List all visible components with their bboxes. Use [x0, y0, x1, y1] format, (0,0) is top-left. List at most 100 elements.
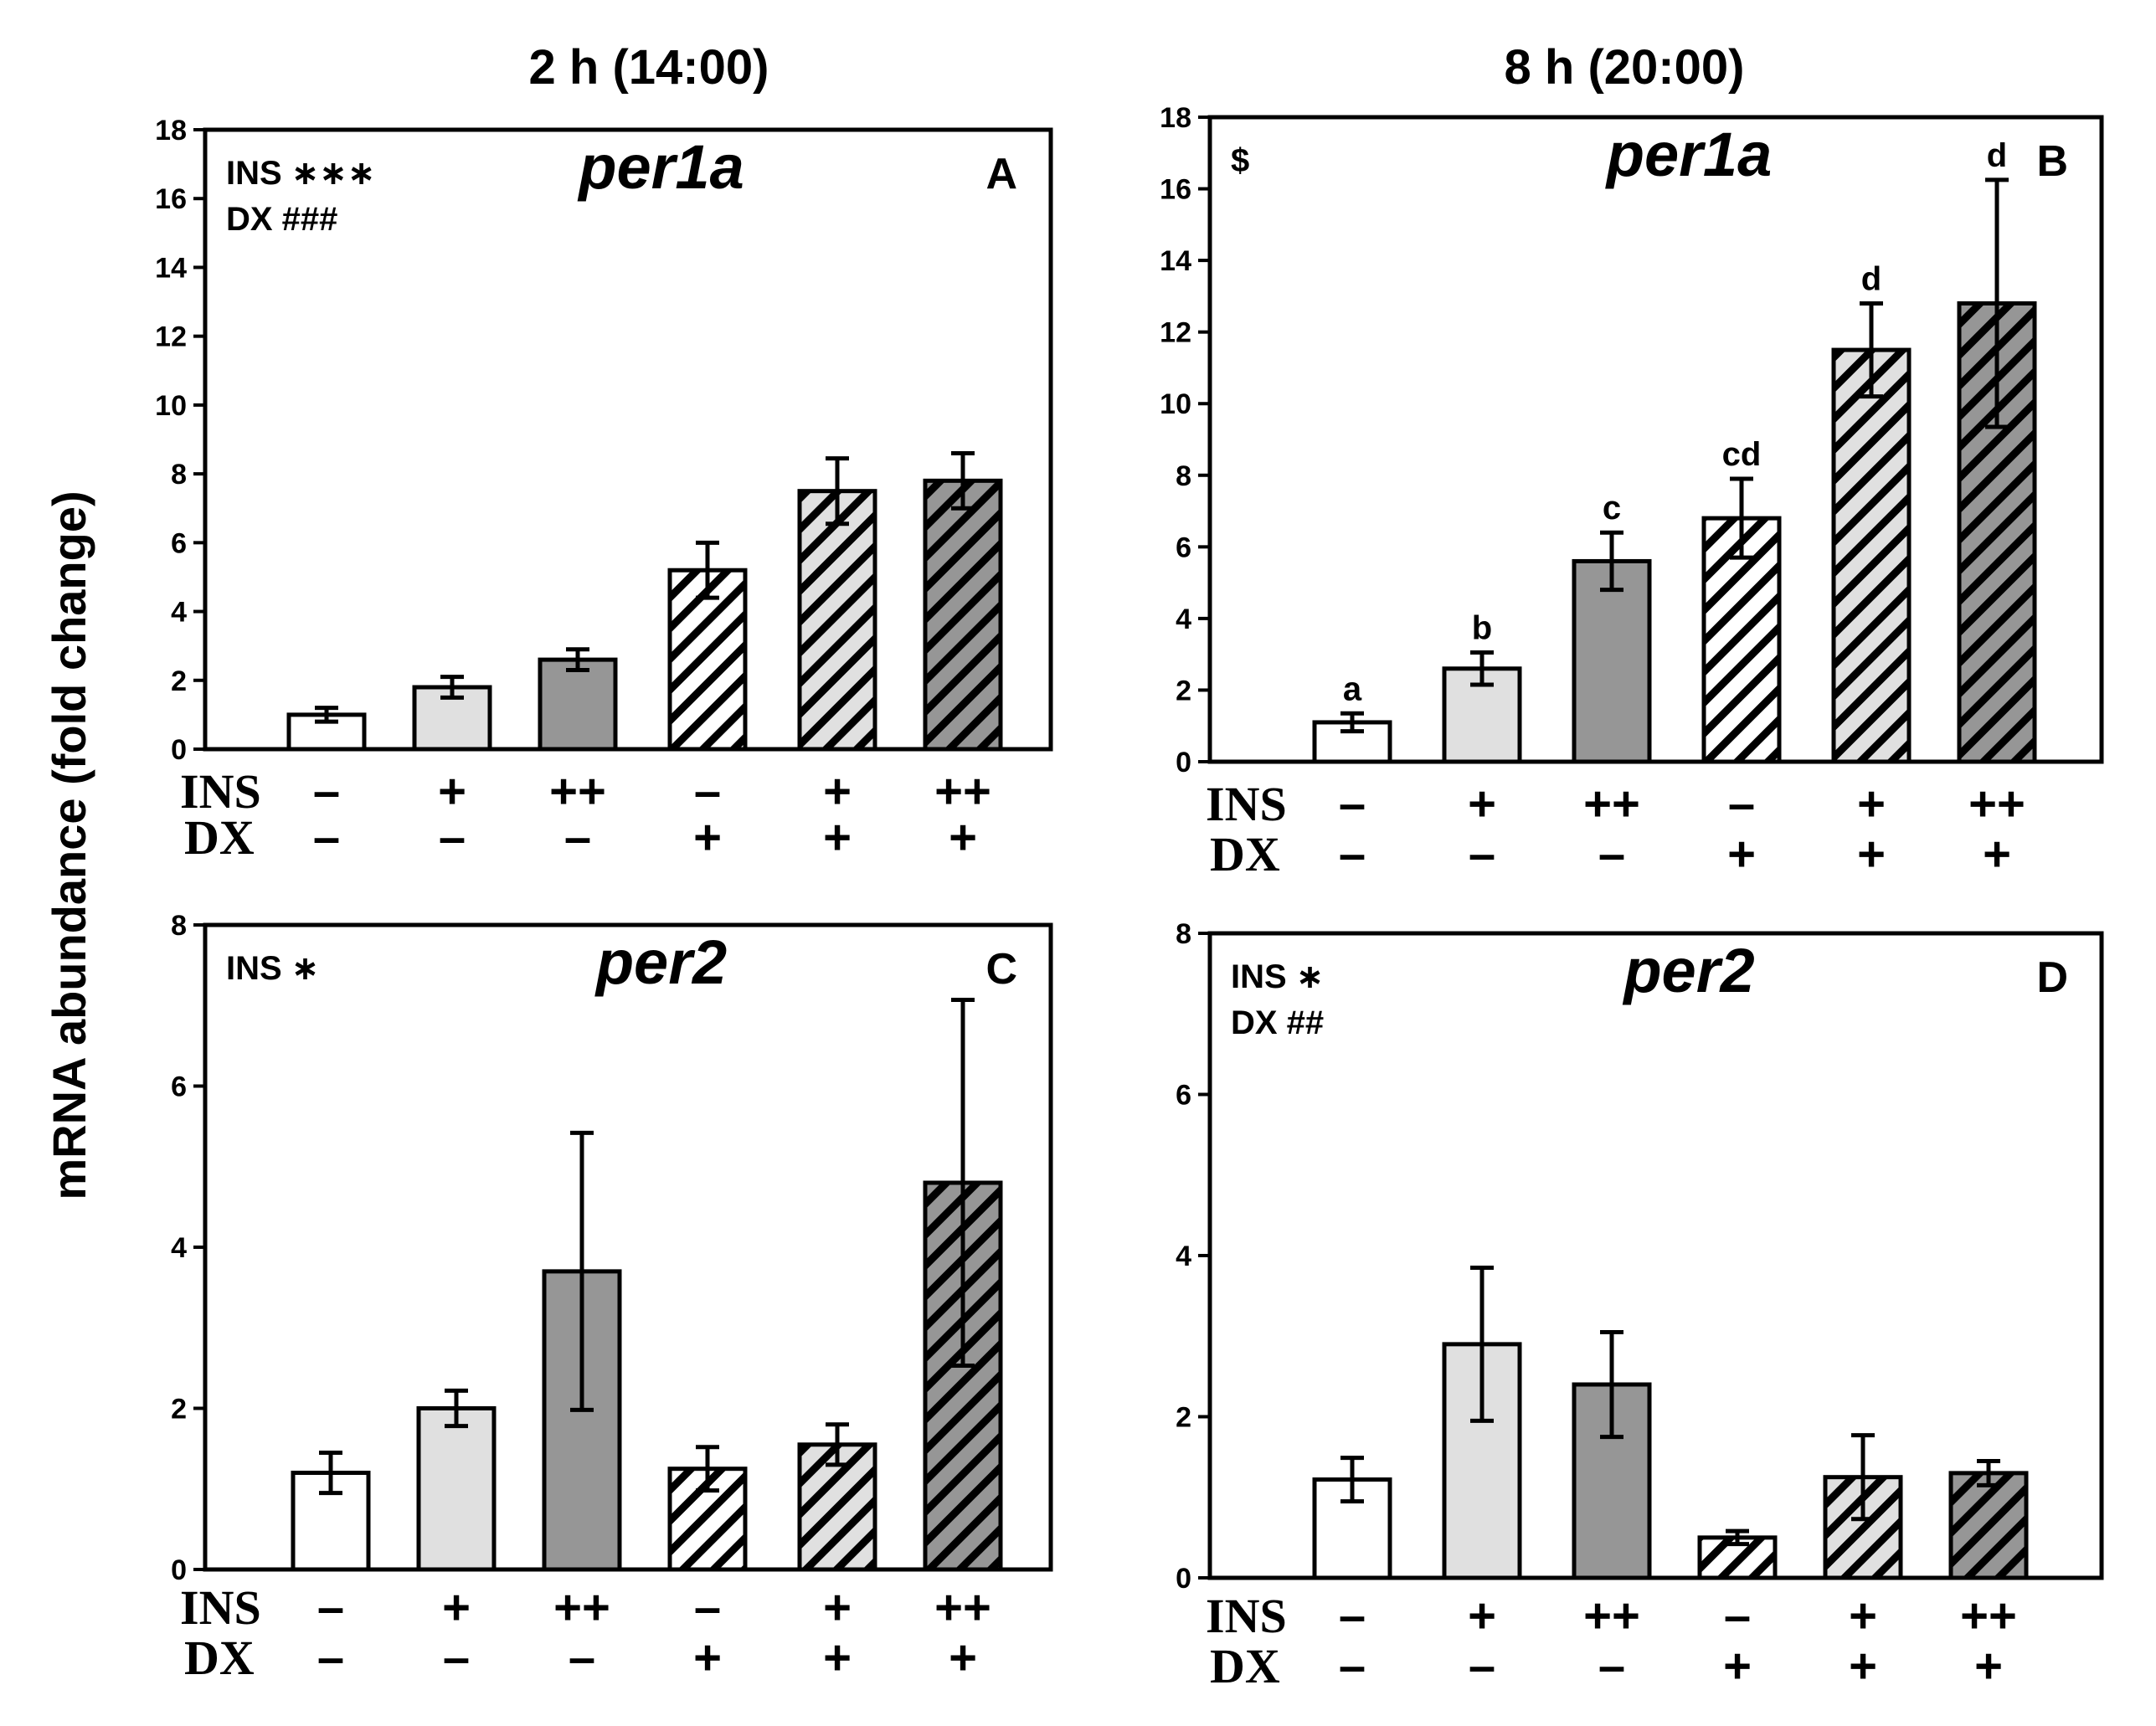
y-tick-label: 2 [171, 665, 187, 697]
dx-sign: – [564, 810, 591, 865]
significance-letter: a [1343, 670, 1362, 707]
ins-sign: + [438, 764, 466, 819]
y-tick-label: 16 [1160, 174, 1191, 206]
ins-sign: + [823, 1580, 852, 1635]
y-tick-label: 8 [1176, 918, 1191, 950]
panel-letter: C [985, 945, 1017, 994]
y-tick-label: 0 [1176, 747, 1191, 778]
y-tick-label: 8 [171, 910, 187, 942]
column-title-8h: 8 h (20:00) [1505, 40, 1745, 95]
y-axis-label: mRNA abundance (fold change) [43, 491, 95, 1199]
y-tick-label: 8 [171, 459, 187, 491]
ins-sign: + [442, 1580, 471, 1635]
dx-sign: – [317, 1631, 344, 1685]
y-tick-label: 4 [171, 597, 187, 629]
significance-letter: b [1472, 610, 1492, 647]
dx-sign: + [949, 810, 977, 865]
dx-sign: + [1974, 1639, 2003, 1693]
dx-sign: + [823, 810, 852, 865]
ins-sign: – [1728, 777, 1755, 831]
ins-sign: – [1339, 1589, 1366, 1643]
y-tick-label: 14 [1160, 245, 1191, 277]
ins-sign: ++ [1583, 1589, 1640, 1643]
bar [1948, 1471, 2029, 1580]
y-tick-label: 2 [1176, 675, 1191, 706]
ins-row-label: INS [180, 764, 261, 819]
dx-row-label: DX [184, 1631, 255, 1685]
dx-sign: – [443, 1631, 470, 1685]
dx-sign: + [1727, 827, 1756, 881]
dx-row-label: DX [1210, 827, 1280, 881]
bar [1312, 720, 1392, 764]
dx-sign: – [313, 810, 340, 865]
bar [797, 489, 877, 752]
bar [1572, 558, 1652, 764]
ins-sign: ++ [934, 1580, 991, 1635]
y-tick-label: 4 [1176, 604, 1191, 635]
ins-sign: – [694, 764, 721, 819]
dx-sign: + [693, 810, 722, 865]
column-title-2h: 2 h (14:00) [529, 40, 769, 95]
ins-sign: – [1339, 777, 1366, 831]
bar [923, 478, 1003, 752]
stats-annotation: INS ∗ [226, 950, 319, 987]
dx-sign: – [1469, 827, 1495, 881]
stats-annotation: INS ∗ [1231, 958, 1324, 995]
y-tick-label: 2 [171, 1394, 187, 1425]
dx-sign: + [1849, 1639, 1877, 1693]
dx-sign: + [823, 1631, 852, 1685]
gene-title: per1a [1605, 120, 1772, 189]
dx-sign: – [1339, 1639, 1366, 1693]
ins-sign: ++ [1583, 777, 1640, 831]
y-tick-label: 12 [155, 321, 187, 353]
y-tick-label: 18 [1160, 102, 1191, 134]
gene-title: per2 [1622, 936, 1754, 1005]
ins-sign: + [1468, 1589, 1496, 1643]
plot-frame [203, 127, 1053, 752]
y-tick-label: 10 [1160, 388, 1191, 420]
dx-sign: + [693, 1631, 722, 1685]
ins-sign: ++ [553, 1580, 610, 1635]
gene-title: per1a [577, 132, 744, 202]
panel-letter: A [985, 150, 1017, 198]
dx-sign: – [1469, 1639, 1495, 1693]
dx-sign: – [1598, 827, 1625, 881]
significance-letter: d [1861, 260, 1881, 297]
y-tick-label: 14 [155, 252, 187, 284]
dx-sign: – [1339, 827, 1366, 881]
stats-annotation: DX ### [226, 201, 337, 238]
ins-sign: + [823, 764, 852, 819]
ins-sign: + [1857, 777, 1886, 831]
y-tick-label: 12 [1160, 317, 1191, 349]
ins-sign: – [313, 764, 340, 819]
ins-sign: ++ [1960, 1589, 2017, 1643]
ins-row-label: INS [1206, 1589, 1287, 1643]
y-tick-label: 2 [1176, 1402, 1191, 1434]
ins-sign: – [317, 1580, 344, 1635]
y-tick-label: 6 [1176, 1080, 1191, 1112]
ins-sign: – [694, 1580, 721, 1635]
dx-sign: + [1983, 827, 2011, 881]
bar [412, 685, 492, 752]
panel-letter: D [2036, 953, 2068, 1002]
ins-sign: ++ [934, 764, 991, 819]
y-tick-label: 18 [155, 115, 187, 146]
y-tick-label: 6 [171, 527, 187, 559]
panel-letter: B [2036, 137, 2068, 186]
stats-annotation: INS ∗∗∗ [226, 155, 375, 192]
bar [538, 657, 618, 752]
dx-sign: – [569, 1631, 595, 1685]
bar [1831, 347, 1912, 764]
stats-annotation: $ [1231, 142, 1249, 179]
y-tick-label: 4 [171, 1232, 187, 1264]
bar [1442, 1342, 1522, 1580]
bar [667, 568, 748, 752]
dx-row-label: DX [1210, 1639, 1280, 1693]
gene-title: per2 [594, 927, 727, 997]
y-tick-label: 0 [171, 734, 187, 766]
y-tick-label: 0 [171, 1554, 187, 1586]
